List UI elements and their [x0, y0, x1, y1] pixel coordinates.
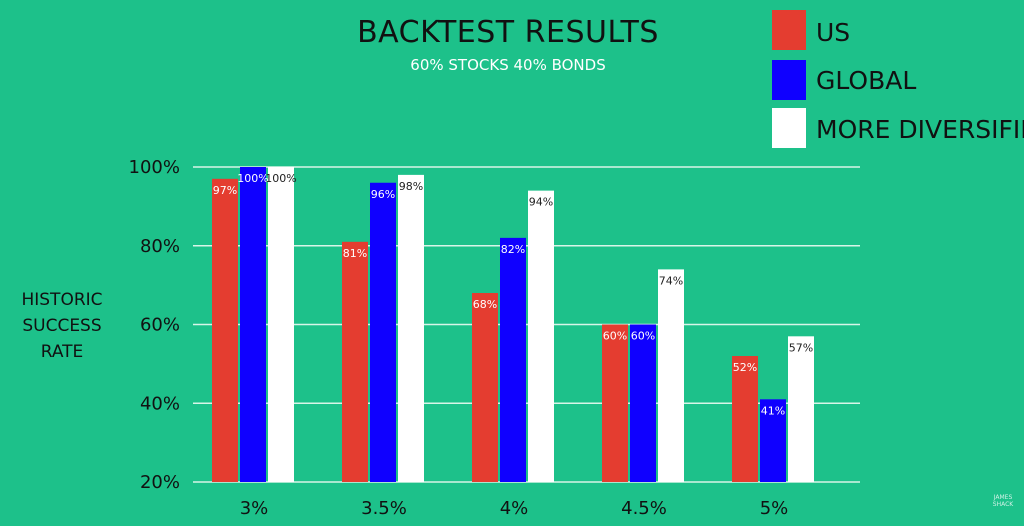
bar-value-label: 52% — [733, 361, 757, 374]
x-category-label: 4.5% — [621, 498, 667, 519]
y-axis-label-line-1: HISTORIC — [21, 290, 102, 310]
chart-title: BACKTEST RESULTS — [357, 15, 659, 50]
bar-value-label: 60% — [631, 330, 655, 343]
watermark-line-2: SHACK — [993, 501, 1015, 508]
bar-value-label: 81% — [343, 247, 367, 260]
bar-value-label: 100% — [237, 172, 268, 185]
bar-more-diversified — [658, 269, 684, 482]
x-category-label: 3.5% — [361, 498, 407, 519]
legend-swatch-more-diversified — [772, 108, 806, 148]
y-tick-label: 40% — [140, 393, 180, 414]
bar-value-label: 41% — [761, 404, 785, 417]
y-tick-label: 100% — [129, 157, 180, 178]
y-axis-ticks: 20% 40% 60% 80% 100% — [129, 157, 180, 493]
watermark-line-1: JAMES — [993, 494, 1013, 501]
legend-swatch-us — [772, 10, 806, 50]
legend-label-us: US — [816, 18, 850, 47]
bar-value-label: 74% — [659, 274, 683, 287]
x-axis-categories: 3% 3.5% 4% 4.5% 5% — [240, 498, 789, 519]
bar-global — [370, 182, 396, 482]
bar-value-label: 68% — [473, 298, 497, 311]
bar-value-label: 96% — [371, 188, 395, 201]
bar-more-diversified — [788, 336, 814, 482]
bar-more-diversified — [268, 167, 294, 482]
chart-subtitle: 60% STOCKS 40% BONDS — [410, 56, 605, 74]
bar-value-label: 82% — [501, 243, 525, 256]
bar-value-label: 94% — [529, 196, 553, 209]
bar-more-diversified — [398, 174, 424, 482]
bar-us — [732, 356, 758, 482]
legend: US GLOBAL MORE DIVERSIFIED — [772, 10, 1024, 148]
y-axis-label-line-3: RATE — [41, 342, 84, 362]
legend-swatch-global — [772, 60, 806, 100]
bar-us — [212, 178, 238, 482]
bar-us — [602, 324, 628, 482]
bar-us — [342, 241, 368, 482]
legend-label-global: GLOBAL — [816, 66, 916, 95]
legend-label-more-diversified: MORE DIVERSIFIED — [816, 115, 1024, 144]
bar-value-label: 57% — [789, 341, 813, 354]
bar-global — [240, 167, 266, 482]
y-tick-label: 20% — [140, 472, 180, 493]
bars: 97%100%100%81%96%98%68%82%94%60% 60%74%52… — [212, 167, 814, 482]
x-category-label: 4% — [500, 498, 529, 519]
y-axis-label-line-2: SUCCESS — [22, 316, 101, 336]
bar-value-label: 100% — [265, 172, 296, 185]
y-tick-label: 80% — [140, 236, 180, 257]
bar-value-label: 98% — [399, 180, 423, 193]
bar-global — [500, 237, 526, 482]
bar-global — [630, 324, 656, 482]
bar-global — [760, 399, 786, 482]
bar-more-diversified — [528, 190, 554, 482]
x-category-label: 3% — [240, 498, 269, 519]
bar-value-label: 97% — [213, 184, 237, 197]
x-category-label: 5% — [760, 498, 789, 519]
bar-us — [472, 293, 498, 482]
y-tick-label: 60% — [140, 315, 180, 336]
bar-value-label: 60% — [603, 330, 627, 343]
